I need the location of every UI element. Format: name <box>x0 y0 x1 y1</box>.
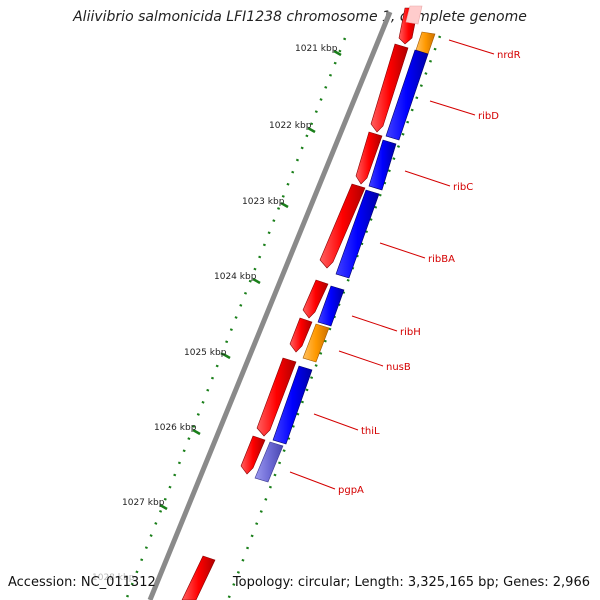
topology-text: Topology: circular; Length: 3,325,165 bp… <box>232 575 590 590</box>
gene-label-ribD[interactable]: ribD <box>478 111 499 122</box>
cds-blue-lane <box>254 31 436 483</box>
kbp-tick <box>280 201 289 209</box>
cds-feature[interactable] <box>181 555 216 600</box>
genome-backbone <box>147 11 393 600</box>
leader-line <box>429 100 476 116</box>
inner-ruler-dots <box>124 37 347 600</box>
kbp-tick <box>307 126 316 134</box>
cds-feature[interactable] <box>335 189 380 279</box>
kbp-tick <box>222 352 231 360</box>
cds-feature[interactable] <box>272 365 313 445</box>
kbp-tick <box>252 277 261 285</box>
cds-feature[interactable] <box>368 139 397 191</box>
cds-feature[interactable] <box>254 441 284 483</box>
gene-label-nusB[interactable]: nusB <box>386 362 411 373</box>
cds-feature[interactable] <box>317 285 345 327</box>
leader-line <box>313 413 359 431</box>
cds-red-lane <box>181 7 419 600</box>
cds-feature[interactable] <box>289 317 313 353</box>
cds-feature[interactable] <box>355 131 383 185</box>
cds-feature[interactable] <box>240 435 266 475</box>
cds-feature[interactable] <box>319 183 366 269</box>
cds-feature[interactable] <box>302 323 330 363</box>
cds-feature[interactable] <box>302 279 329 319</box>
kbp-label: 1021 kbp <box>295 44 338 54</box>
kbp-tick <box>333 49 342 57</box>
kbp-label: 1022 kbp <box>269 121 312 131</box>
kbp-label: 1026 kbp <box>154 423 197 433</box>
leader-line <box>351 315 398 332</box>
kbp-ticks <box>159 49 342 511</box>
kbp-label: 1027 kbp <box>122 498 165 508</box>
kbp-label: 1024 kbp <box>214 272 257 282</box>
kbp-tick <box>159 503 168 511</box>
kbp-tick <box>192 428 201 436</box>
leader-line <box>338 350 384 367</box>
leader-line <box>289 471 336 490</box>
cds-feature[interactable] <box>415 31 436 55</box>
kbp-label: 1025 kbp <box>184 348 227 358</box>
leader-line <box>448 39 495 55</box>
gene-label-ribH[interactable]: ribH <box>400 327 421 338</box>
cds-feature[interactable] <box>256 357 297 437</box>
leader-line <box>379 242 426 259</box>
gene-label-thiL[interactable]: thiL <box>361 426 380 437</box>
gene-label-pgpA[interactable]: pgpA <box>338 485 364 496</box>
gene-label-ribBA[interactable]: ribBA <box>428 254 455 265</box>
cds-feature[interactable] <box>405 5 423 25</box>
kbp-label: 1028 kbp <box>92 573 135 583</box>
leader-line <box>404 170 451 187</box>
cds-feature[interactable] <box>385 49 429 141</box>
kbp-label: 1023 kbp <box>242 197 285 207</box>
accession-text: Accession: NC_011312 <box>8 575 156 590</box>
label-leaders <box>289 39 495 490</box>
gene-label-ribC[interactable]: ribC <box>453 182 473 193</box>
gene-label-nrdR[interactable]: nrdR <box>497 50 521 61</box>
cds-feature[interactable] <box>370 43 409 133</box>
